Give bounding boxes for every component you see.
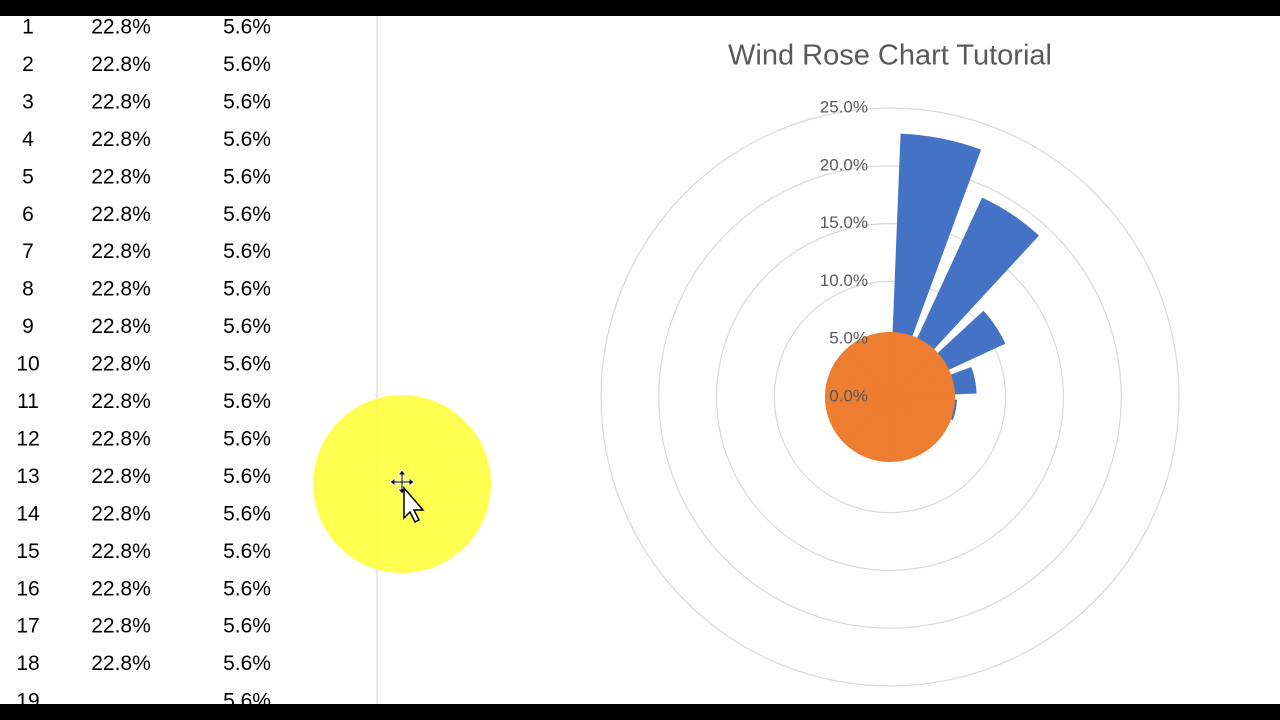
table-cell: 8 xyxy=(22,278,34,301)
table-cell: 5.6% xyxy=(223,353,271,376)
table-cell: 5.6% xyxy=(223,16,271,39)
table-cell: 22.8% xyxy=(91,577,151,600)
grid-circle xyxy=(715,223,1064,571)
table-cell: 5.6% xyxy=(223,390,271,413)
chart: Wind Rose Chart Tutorial 0.0% 5.0% 10.0% 15… xyxy=(600,40,1180,687)
table-cell: 1 xyxy=(22,16,34,39)
grid-circle xyxy=(600,107,1180,687)
table-cell: 22.8% xyxy=(91,390,151,413)
table-cell: 22.8% xyxy=(91,90,151,113)
table-cell: 22.8% xyxy=(91,128,151,151)
r-tick-label: 20.0% xyxy=(820,155,868,174)
table-cell: 22.8% xyxy=(91,16,151,39)
table-cell: 6 xyxy=(22,203,34,226)
wind-bar xyxy=(864,331,891,398)
table-cell: 12 xyxy=(16,427,39,450)
table-cell: 22.8% xyxy=(91,353,151,376)
table-cell: 4 xyxy=(22,128,34,151)
table-cell: 5.6% xyxy=(223,278,271,301)
table-cell: 5.6% xyxy=(223,203,271,226)
table-cell: 5.6% xyxy=(223,240,271,263)
table-cell: 17 xyxy=(16,615,39,638)
table-cell: 10 xyxy=(16,353,39,376)
chart-title: Wind Rose Chart Tutorial xyxy=(728,40,1052,72)
table-cell: 14 xyxy=(16,502,40,525)
table-cell: 5.6% xyxy=(223,53,271,76)
table-cell: 22.8% xyxy=(91,240,151,263)
table-cell: 22.8% xyxy=(91,427,151,450)
table-cell: 3 xyxy=(22,90,34,113)
table-cell: 22.8% xyxy=(91,203,151,226)
top-bar xyxy=(0,0,1280,16)
sheet-background xyxy=(0,16,1280,704)
table-cell: 22.8% xyxy=(91,465,151,488)
table-cell: 5.6% xyxy=(223,165,271,188)
table-cell: 5.6% xyxy=(223,427,271,450)
table-cell: 5.6% xyxy=(223,128,271,151)
table-cell: 18 xyxy=(16,652,39,675)
table-cell: 5.6% xyxy=(223,540,271,563)
table-cell: 22.8% xyxy=(91,53,151,76)
r-tick-label: 10.0% xyxy=(820,271,868,290)
table-cell: 5 xyxy=(22,165,34,188)
table-cell: 22.8% xyxy=(91,165,151,188)
r-tick-label: 5.0% xyxy=(829,329,868,348)
r-tick-label: 15.0% xyxy=(820,213,868,232)
r-tick-label: 0.0% xyxy=(829,386,868,405)
table-cell: 2 xyxy=(22,53,34,76)
table-cell: 5.6% xyxy=(223,90,271,113)
table-cell: 22.8% xyxy=(91,540,151,563)
table-cell: 9 xyxy=(22,315,34,338)
table-cell: 5.6% xyxy=(223,615,271,638)
grid-circle xyxy=(658,165,1122,629)
table-cell: 22.8% xyxy=(91,652,151,675)
table-cell: 5.6% xyxy=(223,502,271,525)
table-cell: 11 xyxy=(17,390,39,413)
move-cursor xyxy=(389,469,425,524)
table-cell: 22.8% xyxy=(91,278,151,301)
table-cell: 22.8% xyxy=(91,315,151,338)
table-cell: 5.6% xyxy=(223,577,271,600)
table-cell: 13 xyxy=(16,465,39,488)
r-tick-label: 25.0% xyxy=(820,97,868,116)
table-cell: 7 xyxy=(22,240,34,263)
table-cell: 16 xyxy=(16,577,39,600)
bottom-bar xyxy=(0,704,1280,720)
wind-bar xyxy=(890,133,982,397)
move-icon xyxy=(389,469,415,495)
table-cell: 5.6% xyxy=(223,465,271,488)
table-cell: 22.8% xyxy=(91,502,151,525)
table-cell: 5.6% xyxy=(223,315,271,338)
pointer-icon xyxy=(403,485,425,524)
table-cell: 5.6% xyxy=(223,652,271,675)
grid-circle xyxy=(773,280,1007,514)
table-cell: 22.8% xyxy=(91,615,151,638)
table-cell: 15 xyxy=(16,540,39,563)
